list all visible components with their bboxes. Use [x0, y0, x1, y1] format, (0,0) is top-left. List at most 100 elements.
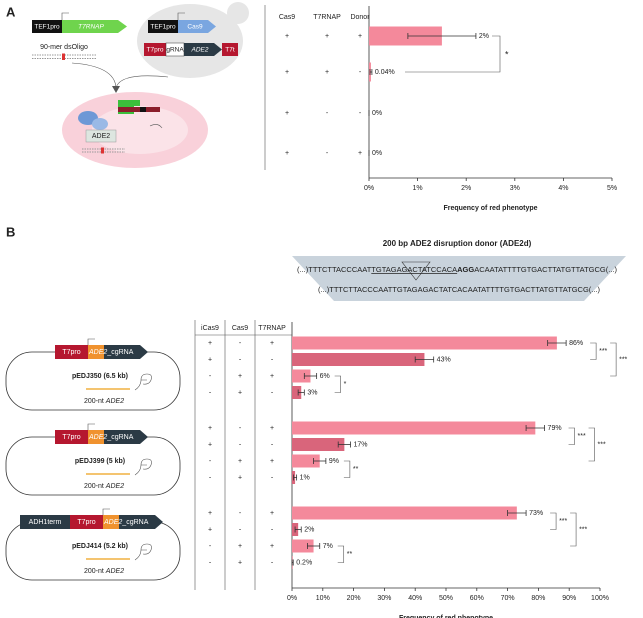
bar — [292, 421, 536, 435]
promoter-label: ADH1term — [29, 519, 62, 526]
panel-label: A — [6, 4, 16, 19]
condition-sign: + — [208, 441, 212, 448]
cgrna-arrow — [104, 430, 148, 444]
error-bar — [507, 510, 527, 516]
gene-arrow — [178, 20, 216, 33]
bar — [292, 539, 314, 553]
error-bar — [294, 526, 302, 533]
x-tick-label: 5% — [607, 185, 617, 192]
arrow-head — [112, 86, 120, 93]
condition-sign: + — [270, 543, 274, 550]
condition-sign: + — [238, 474, 242, 481]
condition-sign: + — [270, 458, 274, 465]
condition-sign: + — [238, 373, 242, 380]
condition-sign: - — [271, 474, 274, 481]
dna — [118, 107, 160, 112]
error-bar — [297, 389, 305, 396]
promoter-label: T7pro — [62, 349, 80, 356]
condition-sign: + — [238, 543, 242, 550]
significance-label: *** — [619, 356, 627, 363]
error-bar — [313, 458, 327, 464]
insert-gene: ADE2 — [105, 568, 124, 575]
significance-label: * — [344, 381, 347, 388]
value-label: 2% — [479, 33, 489, 40]
x-axis-title: Frequency of red phenotype — [399, 615, 493, 618]
insert-prefix: 200-nt — [84, 483, 106, 490]
promoter-label: T7pro — [147, 47, 164, 54]
donor-title: 200 bp ADE2 disruption donor (ADE2d) — [383, 239, 532, 248]
cgrna-suffix: _cgRNA — [121, 519, 148, 526]
condition-sign: - — [326, 150, 329, 157]
hairpin — [134, 458, 152, 476]
error-bar — [337, 441, 351, 448]
cgrna-label: ADE2_cgRNA — [103, 519, 149, 526]
column-header: Cas9 — [232, 325, 248, 332]
grna-label: gRNA — [166, 47, 184, 54]
condition-sign: - — [271, 441, 274, 448]
error-bar — [291, 559, 294, 566]
condition-sign: + — [325, 33, 329, 40]
condition-sign: + — [270, 510, 274, 517]
condition-sign: - — [271, 356, 274, 363]
promoter-box — [148, 20, 178, 33]
cgrna-arrow — [104, 345, 148, 359]
column-header: Donor — [350, 14, 370, 21]
condition-sign: - — [239, 356, 242, 363]
charts: Cas9 T7RNAP Donor + + + + + - + - - + - +0% 1% 2% 3% 4% 5% F… — [5, 6, 628, 618]
x-tick-label: 80% — [531, 595, 545, 602]
condition-sign: - — [359, 69, 362, 76]
hairpin — [134, 373, 152, 391]
condition-sign: - — [239, 526, 242, 533]
condition-sign: + — [270, 425, 274, 432]
terminator-label: T7t — [225, 47, 235, 54]
promoter-label: TEF1pro — [150, 24, 176, 31]
bar — [369, 26, 442, 46]
significance-bracket — [405, 35, 501, 73]
x-tick-label: 60% — [470, 595, 484, 602]
condition-sign: + — [285, 33, 289, 40]
condition-sign: - — [209, 458, 212, 465]
bar — [292, 454, 320, 468]
donor-mutation — [101, 147, 104, 154]
cgrna-box — [88, 345, 104, 359]
terminator-box — [222, 43, 238, 56]
promoter-label: TEF1pro — [34, 24, 60, 31]
seq-part: ACAATATTTTGTGACTTATGTTATGCG(...) — [474, 265, 617, 274]
column-header: T7RNAP — [313, 14, 341, 21]
seq-part: (...)TTTCTTACCCAAT — [297, 265, 372, 274]
value-label: 0% — [372, 150, 382, 157]
condition-sign: - — [209, 474, 212, 481]
significance-label: *** — [598, 441, 606, 448]
condition-sign: + — [208, 425, 212, 432]
x-tick-label: 30% — [377, 595, 391, 602]
insert-prefix: 200-nt — [84, 568, 106, 575]
bar — [292, 438, 345, 451]
condition-sign: - — [326, 110, 329, 117]
significance-bracket — [588, 427, 595, 462]
x-tick-label: 90% — [562, 595, 576, 602]
x-tick-label: 10% — [316, 595, 330, 602]
error-bar — [293, 474, 298, 481]
value-label: 9% — [329, 458, 339, 465]
tss-arrow — [87, 423, 95, 430]
significance-bracket — [343, 460, 351, 478]
oligo-mutation — [62, 53, 65, 60]
x-tick-label: 100% — [591, 595, 609, 602]
x-tick-label: 3% — [510, 185, 520, 192]
significance-label: ** — [347, 551, 353, 558]
condition-sign: + — [270, 373, 274, 380]
panel-label: B — [6, 224, 15, 239]
condition-sign: - — [209, 389, 212, 396]
plasmid-name: pEDJ414 (5.2 kb) — [72, 543, 128, 550]
value-label: 17% — [354, 441, 368, 448]
gene-arrow — [62, 20, 127, 33]
condition-sign: + — [238, 458, 242, 465]
bar — [292, 506, 517, 520]
x-tick-label: 2% — [461, 185, 471, 192]
x-tick-label: 1% — [413, 185, 423, 192]
condition-sign: + — [208, 526, 212, 533]
significance-label: * — [505, 49, 509, 59]
oligo-label: 90-mer dsOligo — [40, 44, 88, 51]
promoter-box — [55, 430, 88, 444]
promoter-box — [55, 345, 88, 359]
